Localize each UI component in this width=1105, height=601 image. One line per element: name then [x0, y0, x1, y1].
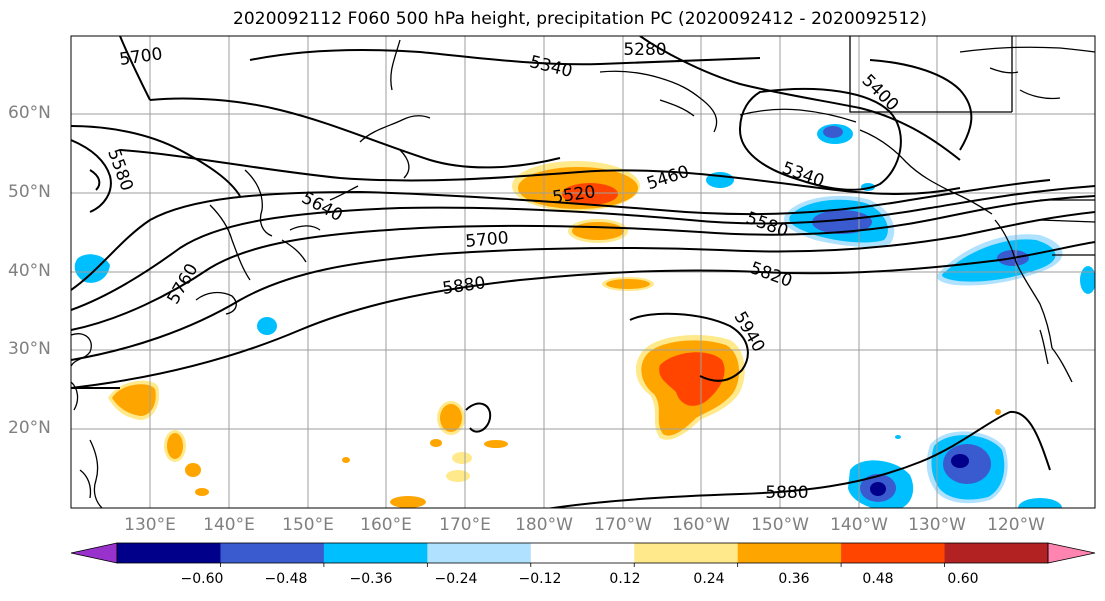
- lon-label-180w: 180°W: [515, 515, 573, 535]
- lat-label-50n: 50°N: [8, 182, 51, 202]
- lon-label-160e: 160°E: [360, 515, 412, 535]
- colorbar-segment: [841, 543, 946, 563]
- colorbar-tick-label: 0.60: [947, 571, 979, 587]
- lat-label-20n: 20°N: [8, 418, 51, 438]
- map-title: 2020092112 F060 500 hPa height, precipit…: [232, 9, 928, 29]
- map-frame: [70, 35, 1096, 509]
- colorbar-segment: [530, 543, 635, 563]
- height-contours: [71, 36, 1095, 508]
- lon-label-160w: 160°W: [672, 515, 730, 535]
- contour-label: 5880: [765, 483, 808, 503]
- colorbar-segment: [427, 543, 532, 563]
- lon-label-140w: 140°W: [830, 515, 888, 535]
- lon-label-130e: 130°E: [124, 515, 176, 535]
- colorbar-extend-low: [70, 542, 118, 564]
- contour-label: 5280: [623, 40, 666, 60]
- lat-label-60n: 60°N: [8, 103, 51, 123]
- colorbar-tick-label: −0.48: [264, 571, 308, 587]
- colorbar-frame: [116, 542, 1049, 564]
- lat-label-30n: 30°N: [8, 339, 51, 359]
- colorbar-segment: [220, 543, 325, 563]
- colorbar-segment: [944, 543, 1049, 563]
- colorbar-tick-label: 0.24: [693, 571, 725, 587]
- colorbar-tick-label: 0.36: [778, 571, 810, 587]
- colorbar-tick-label: −0.24: [434, 571, 478, 587]
- lon-label-170w: 170°W: [594, 515, 652, 535]
- colorbar-tick-label: −0.60: [180, 571, 224, 587]
- lon-label-150w: 150°W: [751, 515, 809, 535]
- colorbar-segment: [117, 543, 221, 563]
- lon-label-140e: 140°E: [203, 515, 255, 535]
- colorbar: [70, 542, 1096, 567]
- colorbar-tick-label: −0.36: [349, 571, 393, 587]
- lat-label-40n: 40°N: [8, 261, 51, 281]
- colorbar-tick-label: 0.48: [862, 571, 894, 587]
- lon-label-150e: 150°E: [282, 515, 334, 535]
- lon-label-130w: 130°W: [908, 515, 966, 535]
- colorbar-segment: [737, 543, 842, 563]
- lon-label-170e: 170°E: [439, 515, 491, 535]
- colorbar-extend-high: [1047, 542, 1096, 564]
- colorbar-segment: [634, 543, 739, 563]
- colorbar-segment: [323, 543, 428, 563]
- colorbar-tick-label: −0.12: [518, 571, 562, 587]
- colorbar-tick-label: 0.12: [609, 571, 641, 587]
- contour-label: 5700: [465, 228, 510, 252]
- lon-label-120w: 120°W: [987, 515, 1045, 535]
